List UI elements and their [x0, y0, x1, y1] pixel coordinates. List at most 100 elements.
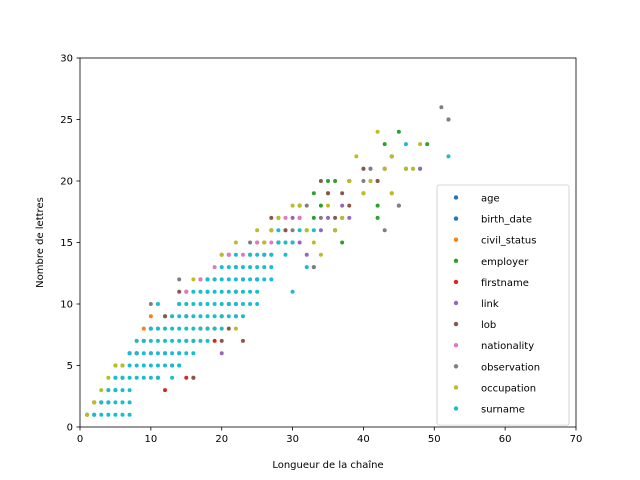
data-point-civil-status	[148, 314, 153, 319]
data-point-surname	[177, 363, 182, 368]
data-point-link	[326, 215, 330, 220]
data-point-surname	[134, 375, 139, 380]
data-point-surname	[283, 240, 288, 245]
data-point-observation	[311, 265, 316, 270]
data-point-observation	[361, 179, 366, 183]
data-point-link	[219, 351, 224, 356]
data-point-surname	[212, 326, 217, 331]
data-point-surname	[262, 277, 267, 282]
data-point-surname	[184, 302, 189, 306]
data-point-surname	[219, 326, 224, 331]
data-point-observation	[318, 215, 323, 220]
data-point-surname	[92, 412, 97, 417]
data-point-occupation	[113, 363, 118, 368]
data-point-surname	[170, 375, 175, 380]
data-point-surname	[148, 375, 153, 380]
data-point-surname	[226, 302, 231, 306]
data-point-surname	[219, 314, 224, 319]
data-point-employer	[333, 179, 338, 183]
data-point-surname	[248, 265, 253, 270]
data-point-observation	[304, 203, 309, 208]
x-axis: 0 10 20 30 40 50 60 70	[77, 427, 582, 445]
data-point-surname	[148, 338, 153, 343]
data-point-lob	[226, 326, 231, 331]
data-point-nationality	[255, 240, 260, 245]
data-point-surname	[155, 351, 160, 356]
data-point-surname	[184, 351, 189, 356]
legend-label-occupation: occupation	[481, 383, 536, 394]
data-point-surname	[198, 326, 203, 331]
data-point-surname	[212, 302, 217, 306]
x-tick-label: 0	[77, 434, 83, 445]
data-point-occupation	[389, 191, 394, 196]
data-point-observation	[177, 277, 182, 282]
data-point-firstname	[163, 388, 168, 393]
data-point-surname	[198, 302, 203, 306]
data-point-surname	[148, 363, 153, 368]
data-point-surname	[205, 314, 210, 319]
data-point-surname	[226, 314, 231, 319]
legend-box	[436, 184, 570, 426]
data-point-occupation	[382, 166, 387, 171]
data-point-occupation	[99, 388, 104, 393]
legend-marker-observation	[453, 364, 459, 369]
data-point-surname	[155, 375, 160, 380]
data-point-surname	[127, 375, 132, 380]
y-tick-label: 25	[60, 115, 73, 126]
data-point-lob	[375, 179, 380, 183]
data-point-lob	[361, 166, 366, 171]
data-point-surname	[248, 302, 253, 306]
data-point-nationality	[212, 265, 217, 270]
legend-label-lob: lob	[481, 320, 496, 331]
data-point-surname	[155, 326, 160, 331]
data-point-nationality	[297, 215, 302, 220]
data-point-employer	[318, 203, 323, 208]
data-point-surname	[148, 326, 153, 331]
data-point-nationality	[226, 252, 231, 257]
data-point-surname	[248, 277, 253, 282]
y-axis: 0 5 10 15 20 25 30	[60, 54, 80, 434]
data-point-surname	[177, 314, 182, 319]
data-point-surname	[233, 314, 238, 319]
data-point-observation	[396, 203, 401, 208]
data-point-surname	[191, 314, 196, 319]
data-point-occupation	[368, 179, 373, 183]
data-point-surname	[120, 375, 125, 380]
data-point-surname	[240, 289, 245, 294]
y-axis-label: Nombre de lettres	[35, 197, 46, 288]
data-point-occupation	[233, 240, 238, 245]
data-point-occupation	[304, 228, 309, 233]
data-point-observation	[382, 228, 387, 233]
data-point-occupation	[297, 203, 302, 208]
data-point-surname	[205, 326, 210, 331]
data-point-surname	[113, 375, 118, 380]
data-point-lob	[163, 314, 168, 319]
data-point-surname	[106, 412, 111, 417]
data-point-surname	[170, 363, 175, 368]
legend-marker-employer	[453, 258, 459, 263]
data-point-occupation	[418, 142, 423, 147]
data-point-lob	[269, 215, 274, 220]
data-point-surname	[99, 400, 104, 405]
x-axis-label: Longueur de la chaîne	[272, 459, 383, 471]
legend-label-birth-date: birth_date	[481, 215, 532, 226]
data-point-surname	[255, 277, 260, 282]
legend-marker-age	[453, 195, 459, 200]
data-point-nationality	[184, 289, 189, 294]
data-point-surname	[141, 338, 146, 343]
data-point-observation	[368, 166, 373, 171]
x-tick-label: 40	[357, 434, 370, 445]
data-point-employer	[326, 179, 330, 183]
legend-marker-occupation	[453, 385, 459, 390]
data-point-surname	[212, 314, 217, 319]
data-point-occupation	[262, 240, 267, 245]
legend-label-link: link	[481, 299, 499, 310]
data-point-occupation	[290, 203, 295, 208]
data-point-occupation	[375, 129, 380, 134]
data-point-surname	[113, 412, 118, 417]
data-point-surname	[127, 388, 132, 393]
data-point-surname	[141, 375, 146, 380]
data-point-nationality	[269, 240, 274, 245]
data-point-lob	[318, 179, 323, 183]
